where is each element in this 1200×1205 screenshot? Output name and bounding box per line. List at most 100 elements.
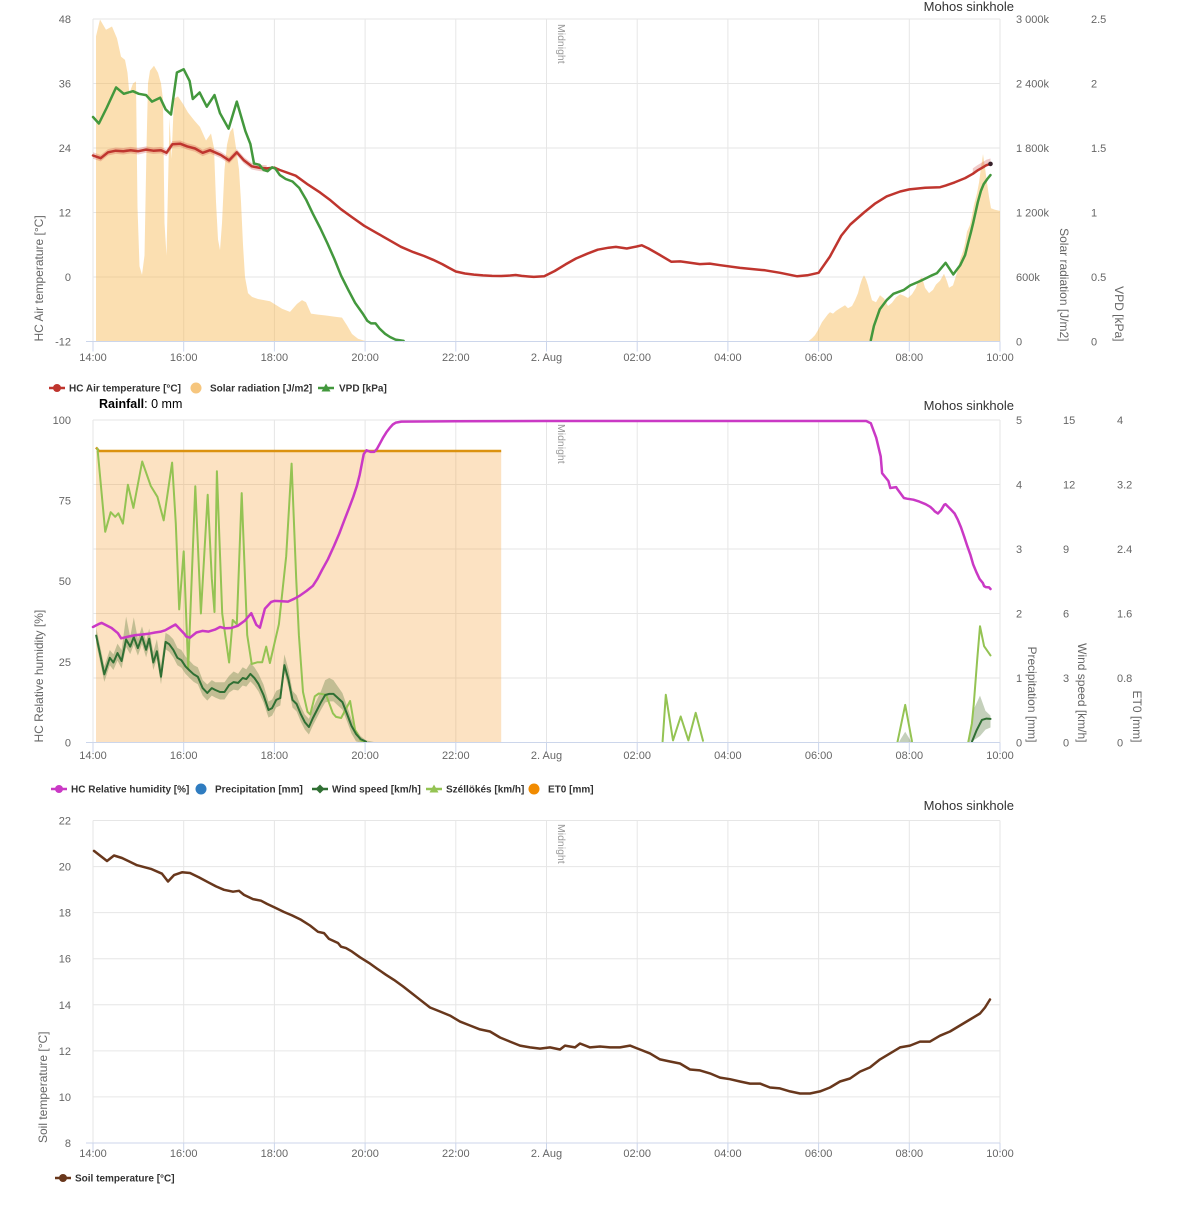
svg-text:36: 36 bbox=[59, 79, 71, 91]
svg-text:16:00: 16:00 bbox=[170, 750, 198, 762]
svg-text:1: 1 bbox=[1091, 208, 1097, 220]
svg-text:6: 6 bbox=[1063, 609, 1069, 621]
svg-text:22:00: 22:00 bbox=[442, 352, 470, 364]
svg-text:20:00: 20:00 bbox=[351, 1148, 379, 1160]
svg-text:02:00: 02:00 bbox=[623, 1148, 651, 1160]
svg-text:18:00: 18:00 bbox=[261, 750, 289, 762]
svg-text:18:00: 18:00 bbox=[261, 1148, 289, 1160]
svg-text:3.2: 3.2 bbox=[1117, 480, 1132, 492]
svg-text:0: 0 bbox=[65, 738, 71, 750]
svg-text:02:00: 02:00 bbox=[623, 352, 651, 364]
svg-text:2. Aug: 2. Aug bbox=[531, 750, 562, 762]
svg-text:Soil temperature [°C]: Soil temperature [°C] bbox=[36, 1031, 50, 1143]
svg-text:-12: -12 bbox=[55, 337, 71, 349]
svg-text:14: 14 bbox=[59, 1000, 71, 1012]
svg-text:08:00: 08:00 bbox=[896, 750, 924, 762]
svg-text:Mohos sinkhole: Mohos sinkhole bbox=[924, 0, 1014, 14]
svg-text:75: 75 bbox=[59, 496, 71, 508]
svg-text:12: 12 bbox=[59, 1046, 71, 1058]
svg-text:Wind speed [km/h]: Wind speed [km/h] bbox=[1075, 643, 1089, 742]
svg-text:20:00: 20:00 bbox=[351, 352, 379, 364]
svg-text:16: 16 bbox=[59, 954, 71, 966]
svg-text:0: 0 bbox=[65, 272, 71, 284]
svg-text:10: 10 bbox=[59, 1092, 71, 1104]
svg-text:08:00: 08:00 bbox=[896, 1148, 924, 1160]
svg-text:14:00: 14:00 bbox=[79, 352, 107, 364]
svg-text:2.4: 2.4 bbox=[1117, 544, 1132, 556]
svg-text:16:00: 16:00 bbox=[170, 1148, 198, 1160]
svg-text:50: 50 bbox=[59, 576, 71, 588]
svg-text:Széllökés [km/h]: Széllökés [km/h] bbox=[446, 785, 524, 796]
svg-text:22:00: 22:00 bbox=[442, 750, 470, 762]
svg-text:VPD [kPa]: VPD [kPa] bbox=[339, 384, 387, 395]
svg-text:HC Relative humidity [%]: HC Relative humidity [%] bbox=[71, 785, 189, 796]
svg-text:1 200k: 1 200k bbox=[1016, 208, 1050, 220]
svg-text:04:00: 04:00 bbox=[714, 750, 742, 762]
svg-text:06:00: 06:00 bbox=[805, 1148, 833, 1160]
svg-text:2: 2 bbox=[1091, 79, 1097, 91]
svg-text:06:00: 06:00 bbox=[805, 352, 833, 364]
svg-text:0: 0 bbox=[1016, 738, 1022, 750]
svg-text:22:00: 22:00 bbox=[442, 1148, 470, 1160]
svg-text:Midnight: Midnight bbox=[555, 424, 567, 464]
svg-text:Precipitation [mm]: Precipitation [mm] bbox=[1025, 646, 1039, 742]
svg-text:Mohos sinkhole: Mohos sinkhole bbox=[924, 798, 1014, 813]
svg-text:12: 12 bbox=[59, 208, 71, 220]
svg-text:16:00: 16:00 bbox=[170, 352, 198, 364]
svg-text:02:00: 02:00 bbox=[623, 750, 651, 762]
svg-text:Midnight: Midnight bbox=[555, 24, 567, 64]
svg-text:10:00: 10:00 bbox=[986, 352, 1014, 364]
svg-text:ET0 [mm]: ET0 [mm] bbox=[1130, 690, 1144, 742]
svg-text:0: 0 bbox=[1117, 738, 1123, 750]
svg-text:2. Aug: 2. Aug bbox=[531, 1148, 562, 1160]
svg-text:12: 12 bbox=[1063, 480, 1075, 492]
svg-text:Soil temperature [°C]: Soil temperature [°C] bbox=[75, 1174, 175, 1185]
svg-text:4: 4 bbox=[1117, 415, 1123, 427]
svg-text:2.5: 2.5 bbox=[1091, 14, 1106, 26]
svg-text:8: 8 bbox=[65, 1138, 71, 1150]
svg-text:15: 15 bbox=[1063, 415, 1075, 427]
svg-text:3: 3 bbox=[1016, 544, 1022, 556]
svg-text:HC Relative humidity [%]: HC Relative humidity [%] bbox=[32, 610, 46, 743]
svg-text:100: 100 bbox=[53, 415, 71, 427]
svg-text:2: 2 bbox=[1016, 609, 1022, 621]
svg-text:24: 24 bbox=[59, 143, 71, 155]
svg-text:ET0 [mm]: ET0 [mm] bbox=[548, 785, 594, 796]
svg-text:9: 9 bbox=[1063, 544, 1069, 556]
svg-text:HC Air temperature [°C]: HC Air temperature [°C] bbox=[32, 215, 46, 341]
svg-text:Wind speed [km/h]: Wind speed [km/h] bbox=[332, 785, 421, 796]
svg-text:Precipitation [mm]: Precipitation [mm] bbox=[215, 785, 303, 796]
svg-text:Solar radiation [J/m2]: Solar radiation [J/m2] bbox=[210, 384, 312, 395]
svg-text:14:00: 14:00 bbox=[79, 1148, 107, 1160]
svg-text:10:00: 10:00 bbox=[986, 1148, 1014, 1160]
svg-text:25: 25 bbox=[59, 657, 71, 669]
svg-text:3 000k: 3 000k bbox=[1016, 14, 1050, 26]
svg-text:2. Aug: 2. Aug bbox=[531, 352, 562, 364]
svg-text:18:00: 18:00 bbox=[261, 352, 289, 364]
svg-text:14:00: 14:00 bbox=[79, 750, 107, 762]
svg-text:Mohos sinkhole: Mohos sinkhole bbox=[924, 398, 1014, 413]
svg-text:0: 0 bbox=[1016, 337, 1022, 349]
svg-text:HC Air temperature [°C]: HC Air temperature [°C] bbox=[69, 384, 181, 395]
svg-text:04:00: 04:00 bbox=[714, 1148, 742, 1160]
svg-text:0: 0 bbox=[1063, 738, 1069, 750]
svg-text:10:00: 10:00 bbox=[986, 750, 1014, 762]
svg-text:1.6: 1.6 bbox=[1117, 609, 1132, 621]
svg-text:20: 20 bbox=[59, 862, 71, 874]
svg-text:06:00: 06:00 bbox=[805, 750, 833, 762]
svg-text:4: 4 bbox=[1016, 480, 1022, 492]
svg-text:Midnight: Midnight bbox=[555, 824, 567, 864]
svg-text:20:00: 20:00 bbox=[351, 750, 379, 762]
svg-text:2 400k: 2 400k bbox=[1016, 79, 1050, 91]
svg-text:0.8: 0.8 bbox=[1117, 673, 1132, 685]
svg-text:Rainfall: 0 mm: Rainfall: 0 mm bbox=[99, 397, 182, 411]
svg-text:3: 3 bbox=[1063, 673, 1069, 685]
svg-text:1.5: 1.5 bbox=[1091, 143, 1106, 155]
svg-text:1 800k: 1 800k bbox=[1016, 143, 1050, 155]
svg-text:22: 22 bbox=[59, 816, 71, 828]
svg-text:48: 48 bbox=[59, 14, 71, 26]
svg-text:VPD [kPa]: VPD [kPa] bbox=[1112, 286, 1126, 341]
svg-text:0.5: 0.5 bbox=[1091, 272, 1106, 284]
svg-text:0: 0 bbox=[1091, 337, 1097, 349]
svg-text:600k: 600k bbox=[1016, 272, 1040, 284]
